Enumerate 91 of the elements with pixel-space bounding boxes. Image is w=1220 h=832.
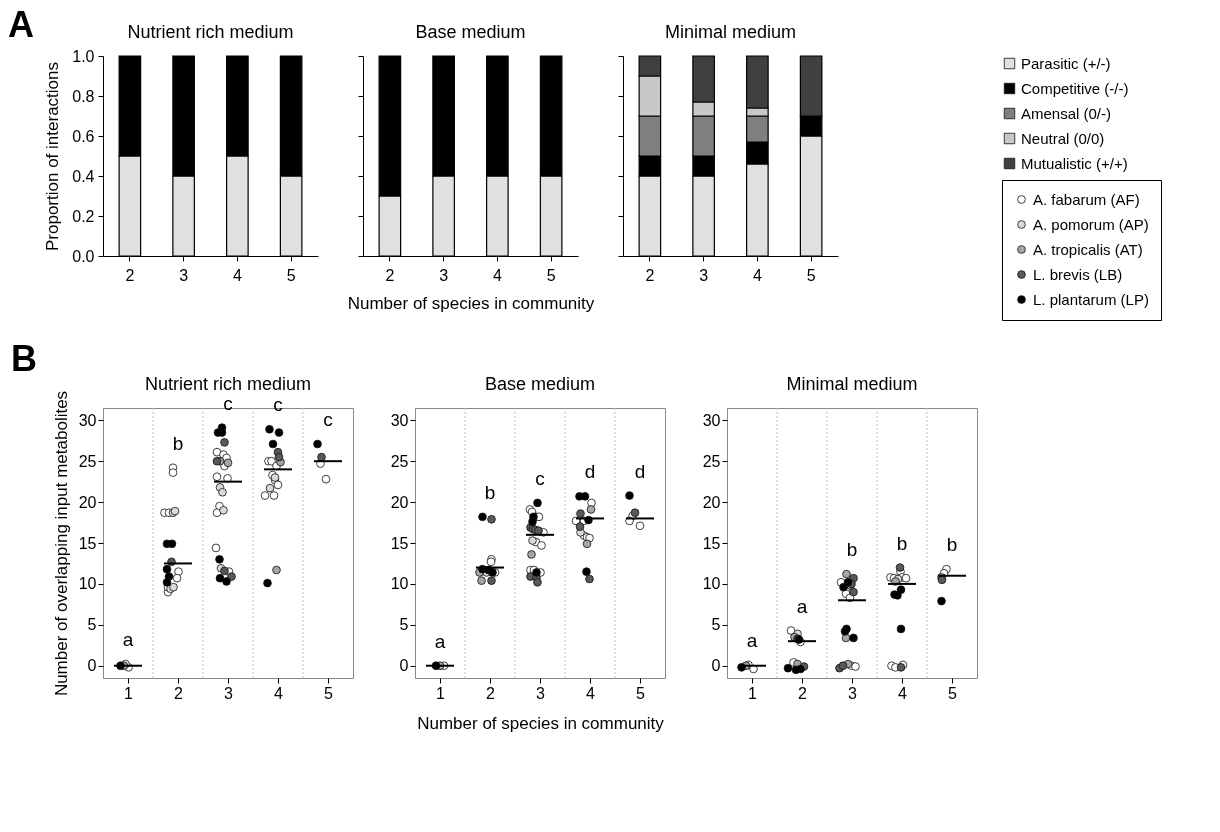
y-tick-label: 5: [711, 616, 721, 634]
y-tick-label: 15: [390, 534, 409, 552]
annotation: c: [223, 392, 233, 414]
annotation: a: [796, 595, 808, 617]
annotation: b: [484, 481, 496, 503]
y-tick-label: 0.6: [72, 127, 95, 145]
y-tick-label: 30: [78, 411, 97, 429]
annotation: b: [896, 532, 908, 554]
legend-label: L. plantarum (LP): [1033, 290, 1149, 308]
y-tick-label: 10: [702, 575, 721, 593]
annotation: b: [946, 534, 958, 556]
y-tick-label: 5: [87, 616, 97, 634]
chart-title: Base medium: [484, 374, 596, 394]
text: A: [8, 4, 34, 45]
y-tick-label: 30: [702, 411, 721, 429]
x-tick-label: 1: [748, 684, 758, 702]
annotation: b: [846, 539, 858, 561]
x-tick-label: 4: [492, 266, 502, 284]
x-tick-label: 4: [898, 684, 908, 702]
y-tick-label: 20: [390, 493, 409, 511]
annotation: a: [122, 629, 134, 651]
x-tick-label: 5: [636, 684, 646, 702]
x-tick-label: 3: [536, 684, 546, 702]
x-tick-label: 1: [124, 684, 134, 702]
y-tick-label: 30: [390, 411, 409, 429]
y-axis-title: Proportion of interactions: [43, 62, 63, 251]
x-axis-title: Number of species in community: [347, 293, 595, 313]
x-tick-label: 2: [645, 266, 655, 284]
x-tick-label: 4: [586, 684, 596, 702]
y-tick-label: 25: [78, 452, 97, 470]
annotation: a: [746, 629, 758, 651]
legend-label: Competitive (-/-): [1021, 79, 1129, 97]
y-tick-label: 0: [399, 657, 409, 675]
y-tick-label: 20: [702, 493, 721, 511]
y-axis-title: Number of overlapping input metabolites: [51, 390, 71, 697]
annotation: c: [273, 394, 283, 416]
x-tick-label: 2: [798, 684, 808, 702]
x-tick-label: 5: [806, 266, 816, 284]
legend-label: L. brevis (LB): [1033, 265, 1123, 283]
y-tick-label: 25: [390, 452, 409, 470]
y-tick-label: 0.4: [72, 167, 95, 185]
legend-label: Mutualistic (+/+): [1021, 154, 1128, 172]
x-tick-label: 4: [274, 684, 284, 702]
x-tick-label: 3: [699, 266, 709, 284]
x-tick-label: 3: [179, 266, 189, 284]
legend-label: Neutral (0/0): [1021, 129, 1105, 147]
annotation: c: [535, 467, 545, 489]
x-tick-label: 3: [224, 684, 234, 702]
legend-label: Amensal (0/-): [1021, 104, 1112, 122]
x-tick-label: 5: [546, 266, 556, 284]
legend-label: A. fabarum (AF): [1033, 190, 1140, 208]
y-tick-label: 1.0: [72, 47, 95, 65]
y-tick-label: 10: [390, 575, 409, 593]
y-tick-label: 0.2: [72, 207, 95, 225]
x-tick-label: 2: [486, 684, 496, 702]
y-tick-label: 0.0: [72, 247, 95, 265]
chart-title: Minimal medium: [664, 22, 797, 42]
legend-label: A. pomorum (AP): [1033, 215, 1149, 233]
legend-label: Parasitic (+/-): [1021, 54, 1111, 72]
annotation: b: [172, 432, 184, 454]
y-tick-label: 25: [702, 452, 721, 470]
x-tick-label: 5: [286, 266, 296, 284]
y-tick-label: 15: [78, 534, 97, 552]
annotation: c: [323, 409, 333, 430]
x-tick-label: 2: [125, 266, 135, 284]
chart-title: Base medium: [415, 22, 526, 42]
y-tick-label: 0.8: [72, 87, 95, 105]
y-tick-label: 15: [702, 534, 721, 552]
y-tick-label: 10: [78, 575, 97, 593]
x-tick-label: 1: [436, 684, 446, 702]
x-tick-label: 3: [848, 684, 858, 702]
x-tick-label: 5: [324, 684, 334, 702]
y-tick-label: 0: [711, 657, 721, 675]
y-tick-label: 5: [399, 616, 409, 634]
text: B: [11, 338, 37, 379]
annotation: d: [634, 460, 646, 482]
legend-label: A. tropicalis (AT): [1033, 240, 1143, 258]
annotation: d: [584, 461, 596, 483]
x-tick-label: 5: [948, 684, 958, 702]
chart-title: Minimal medium: [786, 374, 918, 394]
x-tick-label: 4: [232, 266, 242, 284]
x-tick-label: 2: [174, 684, 184, 702]
x-tick-label: 2: [385, 266, 395, 284]
chart-title: Nutrient rich medium: [127, 22, 294, 42]
y-tick-label: 0: [87, 657, 97, 675]
x-tick-label: 3: [439, 266, 449, 284]
x-axis-title: Number of species in community: [417, 713, 665, 733]
chart-title: Nutrient rich medium: [144, 374, 312, 394]
annotation: a: [434, 630, 446, 652]
x-tick-label: 4: [752, 266, 762, 284]
y-tick-label: 20: [78, 493, 97, 511]
